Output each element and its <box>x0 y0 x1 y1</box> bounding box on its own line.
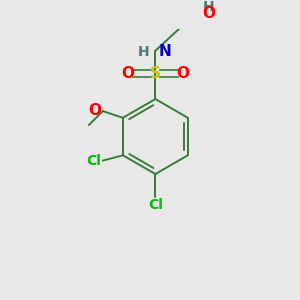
Text: H: H <box>203 0 215 14</box>
Text: O: O <box>88 103 101 118</box>
Text: H: H <box>138 45 149 59</box>
Text: O: O <box>202 6 215 21</box>
Text: O: O <box>176 66 189 81</box>
Text: S: S <box>150 66 161 81</box>
Text: N: N <box>159 44 172 59</box>
Text: Cl: Cl <box>148 198 163 212</box>
Text: O: O <box>121 66 134 81</box>
Text: Cl: Cl <box>87 154 101 168</box>
